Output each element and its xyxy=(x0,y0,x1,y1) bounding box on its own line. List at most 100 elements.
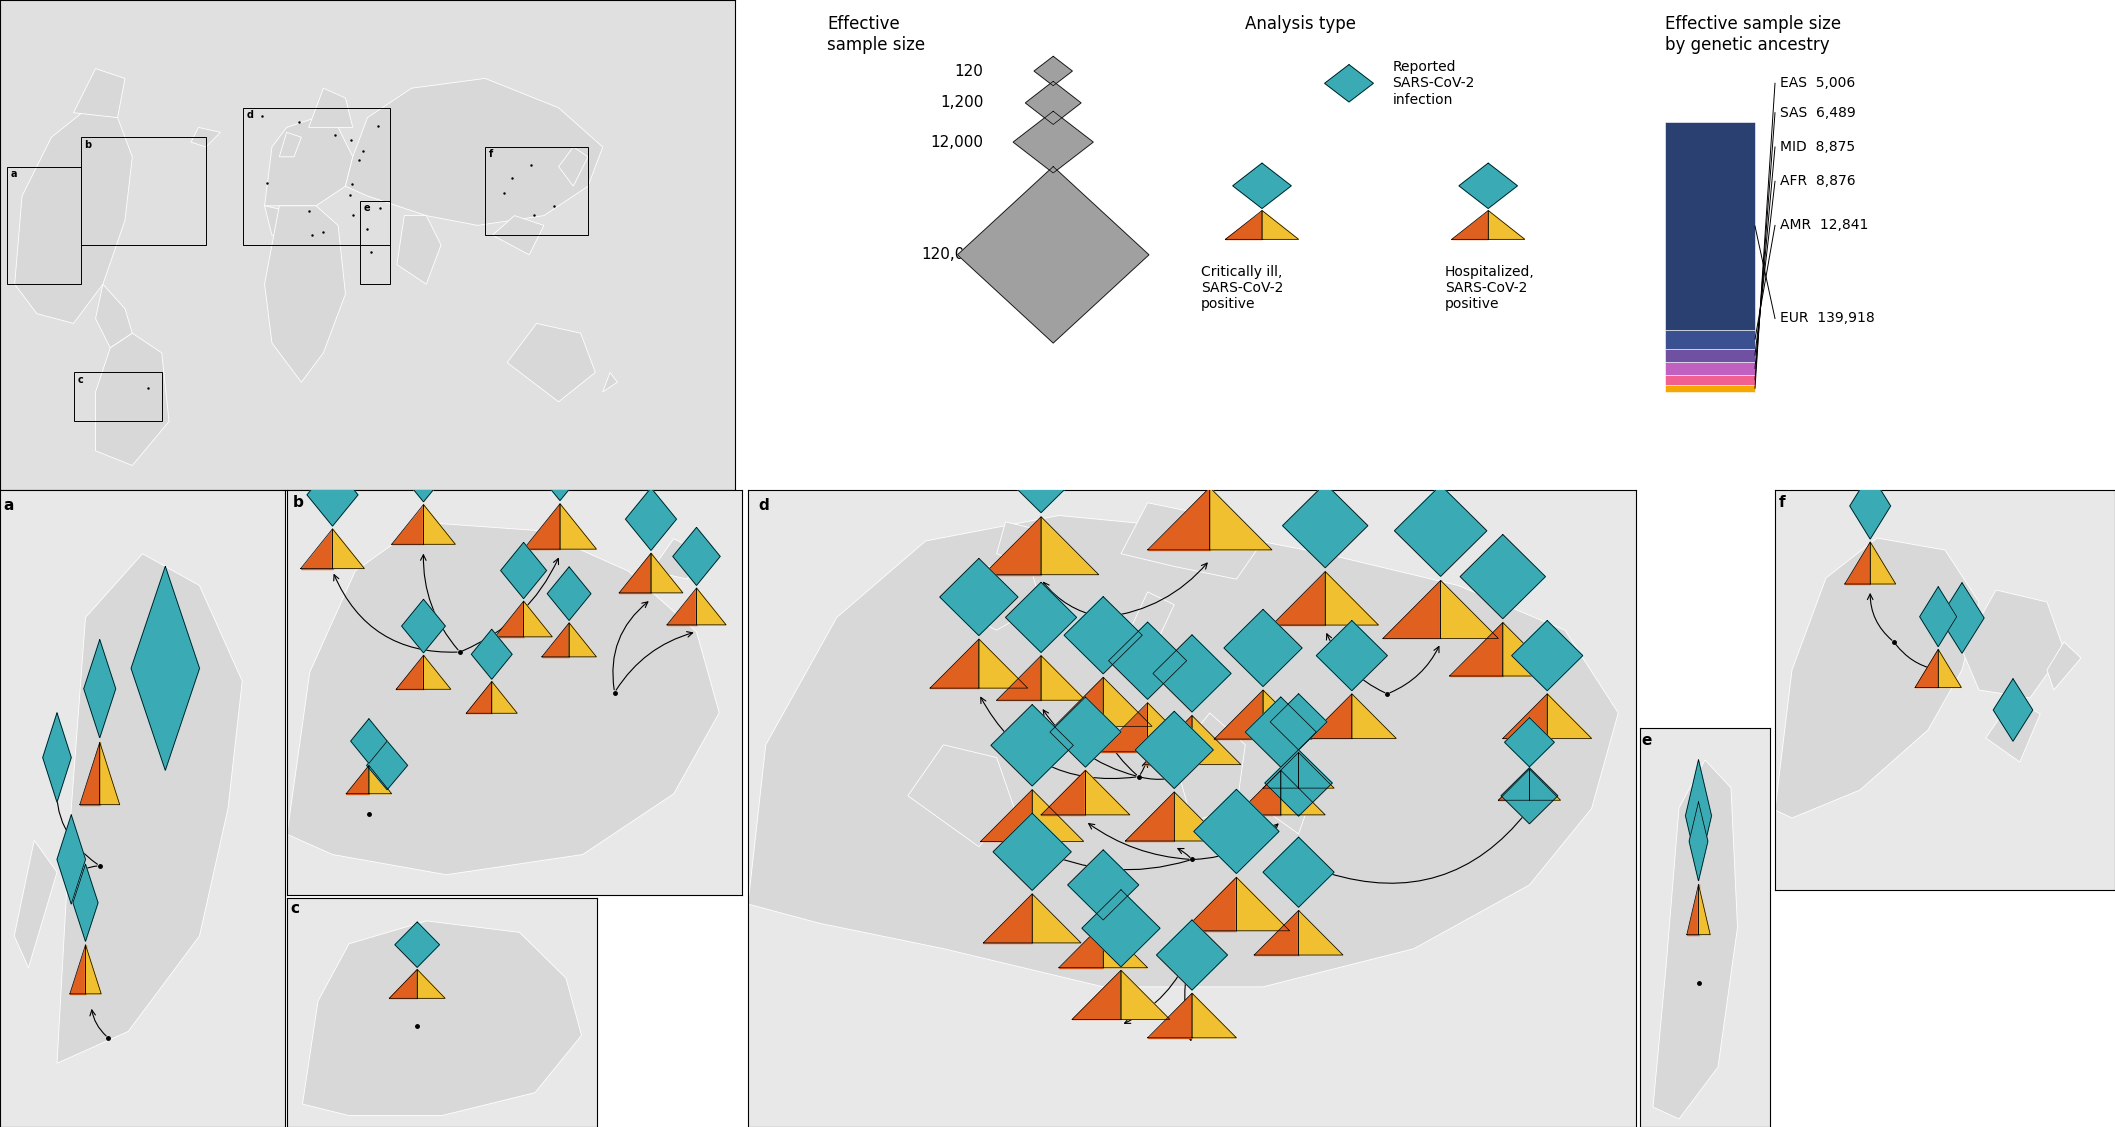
Polygon shape xyxy=(501,542,546,598)
Polygon shape xyxy=(1844,542,1870,584)
Polygon shape xyxy=(1870,542,1895,584)
Polygon shape xyxy=(1148,488,1210,550)
Polygon shape xyxy=(15,841,57,968)
Polygon shape xyxy=(983,894,1032,943)
Polygon shape xyxy=(1992,678,2033,742)
Polygon shape xyxy=(1193,789,1280,873)
Polygon shape xyxy=(1282,770,1326,815)
Polygon shape xyxy=(1963,591,2064,698)
Polygon shape xyxy=(1351,694,1396,738)
Polygon shape xyxy=(1299,911,1343,955)
Polygon shape xyxy=(402,600,446,653)
Polygon shape xyxy=(1100,703,1148,752)
Polygon shape xyxy=(651,553,683,593)
Text: 120: 120 xyxy=(954,63,983,79)
Text: AFR  8,876: AFR 8,876 xyxy=(1781,175,1855,188)
Polygon shape xyxy=(1026,81,1081,124)
Polygon shape xyxy=(626,488,677,550)
Bar xyxy=(74,372,161,421)
Polygon shape xyxy=(495,601,525,637)
Polygon shape xyxy=(302,921,582,1116)
Bar xyxy=(243,108,389,245)
Bar xyxy=(1665,348,1755,362)
Polygon shape xyxy=(74,69,125,117)
Polygon shape xyxy=(1068,850,1138,920)
Polygon shape xyxy=(345,79,603,225)
Polygon shape xyxy=(931,639,979,689)
Text: SAS  6,489: SAS 6,489 xyxy=(1781,106,1855,119)
Polygon shape xyxy=(300,529,332,568)
Text: Critically ill,
SARS-CoV-2
positive: Critically ill, SARS-CoV-2 positive xyxy=(1201,265,1284,311)
Polygon shape xyxy=(696,588,725,624)
Polygon shape xyxy=(1225,211,1263,239)
Polygon shape xyxy=(417,969,444,999)
Polygon shape xyxy=(1032,894,1081,943)
Text: 12,000: 12,000 xyxy=(931,134,983,150)
Text: e: e xyxy=(364,203,370,213)
Polygon shape xyxy=(423,655,450,690)
Polygon shape xyxy=(1512,621,1582,691)
Polygon shape xyxy=(1698,885,1711,934)
Polygon shape xyxy=(1049,696,1121,767)
Polygon shape xyxy=(1072,970,1121,1019)
Polygon shape xyxy=(1383,580,1440,638)
Polygon shape xyxy=(1459,534,1546,619)
Polygon shape xyxy=(1104,923,1148,968)
Polygon shape xyxy=(1851,473,1891,539)
Polygon shape xyxy=(994,421,1087,513)
Polygon shape xyxy=(1153,635,1231,712)
Polygon shape xyxy=(279,132,300,157)
Polygon shape xyxy=(958,167,1148,343)
Polygon shape xyxy=(979,639,1028,689)
Bar xyxy=(360,201,389,284)
Polygon shape xyxy=(1246,696,1316,767)
Polygon shape xyxy=(558,147,588,186)
Polygon shape xyxy=(351,719,387,763)
Polygon shape xyxy=(1144,716,1193,764)
Text: f: f xyxy=(1779,495,1785,509)
Text: AMR  12,841: AMR 12,841 xyxy=(1781,219,1868,232)
Polygon shape xyxy=(673,527,721,585)
Polygon shape xyxy=(1489,211,1525,239)
Polygon shape xyxy=(85,640,116,738)
Polygon shape xyxy=(1263,211,1299,239)
Polygon shape xyxy=(1920,587,1956,647)
Polygon shape xyxy=(1774,538,1980,818)
Polygon shape xyxy=(1064,596,1142,674)
Polygon shape xyxy=(264,206,294,236)
Polygon shape xyxy=(907,745,1015,846)
Polygon shape xyxy=(1937,649,1961,687)
Polygon shape xyxy=(651,539,696,579)
Polygon shape xyxy=(1193,993,1237,1038)
Polygon shape xyxy=(1174,792,1222,841)
Text: c: c xyxy=(290,900,300,916)
Bar xyxy=(1665,330,1755,348)
Polygon shape xyxy=(603,372,618,392)
Polygon shape xyxy=(80,743,99,805)
Polygon shape xyxy=(190,127,220,147)
Polygon shape xyxy=(992,704,1074,786)
Polygon shape xyxy=(1394,486,1487,576)
Polygon shape xyxy=(1263,770,1316,834)
Polygon shape xyxy=(389,969,417,999)
Polygon shape xyxy=(2047,642,2081,690)
Polygon shape xyxy=(131,567,199,770)
Polygon shape xyxy=(465,682,493,713)
Polygon shape xyxy=(1548,694,1593,738)
Polygon shape xyxy=(1504,718,1555,766)
Text: Effective
sample size: Effective sample size xyxy=(827,15,924,53)
Polygon shape xyxy=(1108,622,1187,699)
Polygon shape xyxy=(493,682,518,713)
Bar xyxy=(1665,375,1755,384)
Polygon shape xyxy=(472,629,512,680)
Polygon shape xyxy=(1214,690,1263,739)
Polygon shape xyxy=(1690,801,1707,881)
Polygon shape xyxy=(1263,690,1311,739)
Polygon shape xyxy=(1254,911,1299,955)
Polygon shape xyxy=(1326,571,1379,625)
Polygon shape xyxy=(541,623,569,657)
Polygon shape xyxy=(1136,711,1214,789)
Polygon shape xyxy=(1085,770,1129,815)
Text: c: c xyxy=(76,375,82,384)
Polygon shape xyxy=(347,765,368,793)
